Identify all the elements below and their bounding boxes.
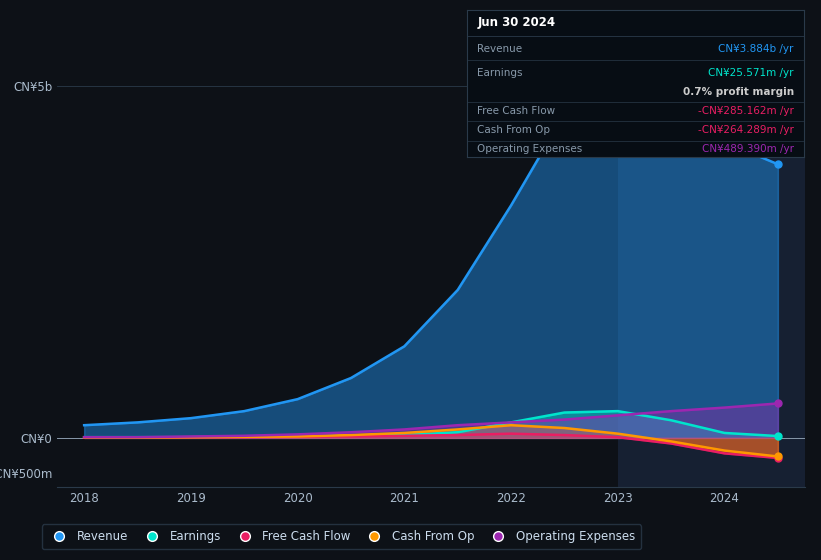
Text: Free Cash Flow: Free Cash Flow: [477, 106, 555, 116]
Text: Earnings: Earnings: [477, 68, 523, 78]
Legend: Revenue, Earnings, Free Cash Flow, Cash From Op, Operating Expenses: Revenue, Earnings, Free Cash Flow, Cash …: [42, 524, 641, 549]
Text: CN¥3.884b /yr: CN¥3.884b /yr: [718, 44, 794, 54]
Text: Revenue: Revenue: [477, 44, 522, 54]
Text: -CN¥264.289m /yr: -CN¥264.289m /yr: [698, 125, 794, 136]
Text: CN¥25.571m /yr: CN¥25.571m /yr: [709, 68, 794, 78]
Bar: [617, 50, 805, 487]
Text: Jun 30 2024: Jun 30 2024: [477, 16, 555, 29]
Text: Operating Expenses: Operating Expenses: [477, 144, 582, 155]
Text: 0.7% profit margin: 0.7% profit margin: [682, 87, 794, 97]
Text: CN¥489.390m /yr: CN¥489.390m /yr: [702, 144, 794, 155]
Text: Cash From Op: Cash From Op: [477, 125, 550, 136]
Text: -CN¥285.162m /yr: -CN¥285.162m /yr: [698, 106, 794, 116]
